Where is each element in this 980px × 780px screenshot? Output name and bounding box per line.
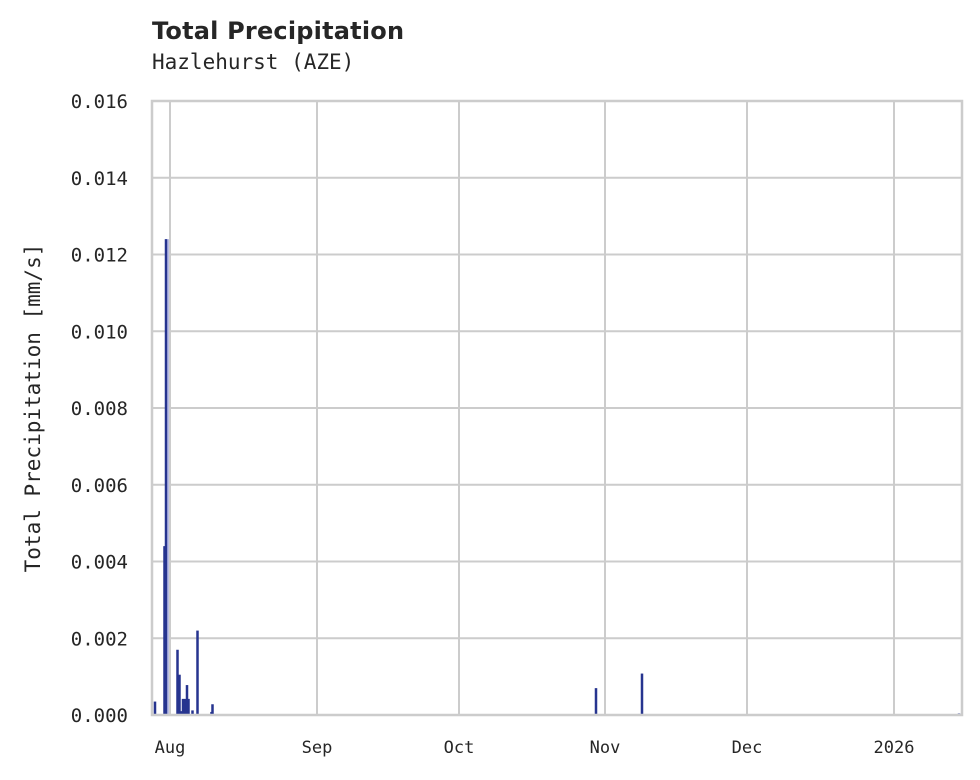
precip-bar bbox=[187, 698, 190, 715]
y-tick-label: 0.004 bbox=[71, 552, 128, 574]
chart-title: Total Precipitation bbox=[152, 17, 405, 45]
precip-bar bbox=[164, 239, 168, 715]
x-axis-ticks: Aug Sep Oct Nov Dec 2026 bbox=[155, 738, 915, 758]
y-axis-ticks: 0.000 0.002 0.004 0.006 0.008 0.010 0.012 0.014… bbox=[71, 91, 128, 727]
x-tick-label: Oct bbox=[444, 738, 475, 758]
precip-bar bbox=[196, 630, 199, 715]
y-tick-label: 0.006 bbox=[71, 475, 128, 497]
precip-bar bbox=[178, 674, 181, 715]
y-tick-label: 0.008 bbox=[71, 398, 128, 420]
x-tick-label: Aug bbox=[155, 738, 186, 758]
precip-bar bbox=[185, 685, 189, 715]
y-tick-label: 0.016 bbox=[71, 91, 128, 113]
precip-bar bbox=[183, 698, 187, 715]
grid-lines bbox=[152, 100, 962, 716]
precip-bar bbox=[163, 546, 166, 715]
bar-series bbox=[153, 239, 961, 715]
precip-bar bbox=[211, 704, 214, 715]
y-tick-label: 0.012 bbox=[71, 245, 128, 267]
precip-bar bbox=[594, 688, 598, 715]
y-axis-label: Total Precipitation [mm/s] bbox=[21, 244, 45, 573]
x-tick-label: Dec bbox=[732, 738, 763, 758]
precip-bar bbox=[640, 673, 644, 715]
precip-bar bbox=[181, 698, 185, 715]
precip-bar bbox=[180, 711, 183, 715]
chart-subtitle: Hazlehurst (AZE) bbox=[152, 50, 355, 74]
y-tick-label: 0.014 bbox=[71, 168, 128, 190]
y-tick-label: 0.010 bbox=[71, 321, 128, 343]
x-tick-label: Sep bbox=[302, 738, 333, 758]
y-tick-label: 0.000 bbox=[71, 705, 128, 727]
precip-bar bbox=[176, 649, 179, 715]
precip-bar bbox=[191, 710, 194, 715]
x-tick-label: Nov bbox=[590, 738, 621, 758]
precip-bar bbox=[153, 701, 157, 715]
plot-frame bbox=[150, 99, 964, 717]
x-tick-label: 2026 bbox=[874, 738, 915, 758]
y-tick-label: 0.002 bbox=[71, 628, 128, 650]
